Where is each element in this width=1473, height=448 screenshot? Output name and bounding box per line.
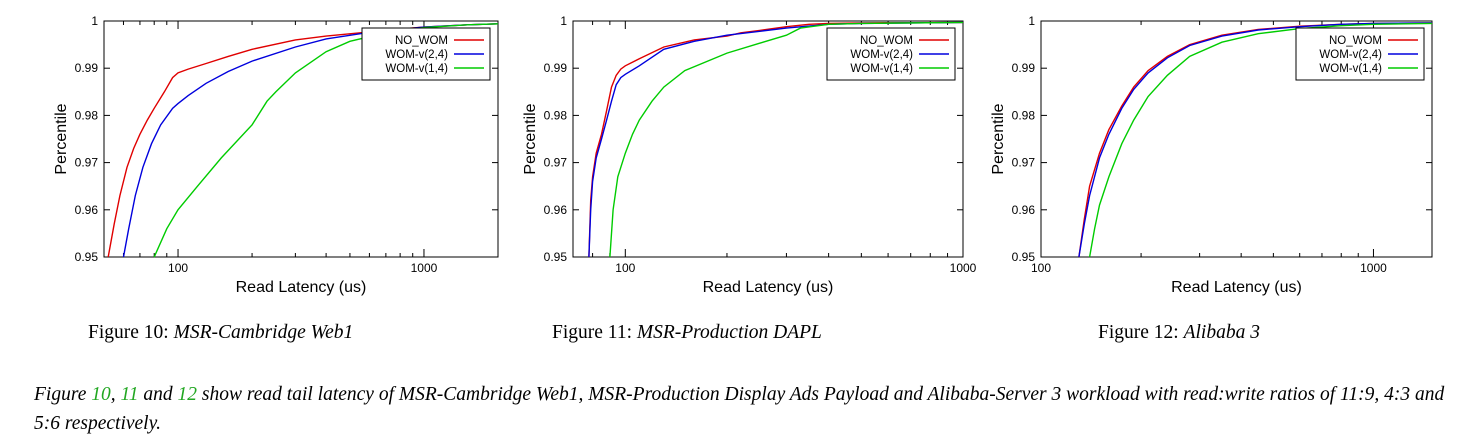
caption-12-prefix: Figure 12: xyxy=(1098,322,1184,343)
series-line-wom-v-1-4- xyxy=(1088,22,1433,258)
caption-10-title: MSR-Cambridge Web1 xyxy=(173,322,354,343)
body-word-figure: Figure xyxy=(34,384,92,405)
x-axis-label: Read Latency (us) xyxy=(703,279,834,296)
series-line-wom-v-2-4- xyxy=(588,21,964,258)
legend-label: WOM-v(1,4) xyxy=(385,63,448,75)
y-axis-label: Percentile xyxy=(53,103,70,174)
x-tick-label: 1000 xyxy=(1360,261,1387,275)
series-line-wom-v-1-4- xyxy=(609,21,964,258)
body-sep-2: and xyxy=(138,384,178,405)
y-tick-label: 1 xyxy=(1028,14,1035,28)
y-tick-label: 0.97 xyxy=(1012,156,1036,170)
y-tick-label: 0.97 xyxy=(75,156,99,170)
caption-figure-11: Figure 11: MSR-Production DAPL xyxy=(552,322,822,344)
legend-label: NO_WOM xyxy=(395,35,448,47)
legend-label: WOM-v(1,4) xyxy=(850,63,913,75)
y-tick-label: 0.95 xyxy=(544,250,568,264)
legend-label: WOM-v(1,4) xyxy=(1319,63,1382,75)
legend-label: WOM-v(2,4) xyxy=(850,49,913,61)
plot-frame xyxy=(103,20,499,258)
y-tick-label: 0.95 xyxy=(1012,250,1036,264)
caption-12-title: Alibaba 3 xyxy=(1183,322,1260,343)
y-tick-label: 0.96 xyxy=(544,203,568,217)
legend-label: NO_WOM xyxy=(860,35,913,47)
plot-frame xyxy=(572,20,964,258)
body-rest: show read tail latency of MSR-Cambridge … xyxy=(34,384,1445,434)
y-tick-label: 1 xyxy=(91,14,98,28)
caption-11-prefix: Figure 11: xyxy=(552,322,637,343)
caption-10-prefix: Figure 10: xyxy=(88,322,174,343)
chart-3: 0.95 0.96 0.97 0.98 0.99 1 100 1000 Read Latency… xyxy=(990,14,1433,296)
legend-label: WOM-v(2,4) xyxy=(1319,49,1382,61)
x-tick-label: 1000 xyxy=(411,261,438,275)
y-tick-label: 0.95 xyxy=(75,250,99,264)
chart-2: 0.95 0.96 0.97 0.98 0.99 1 100 1000 Read Latency… xyxy=(522,14,977,296)
figure-12-link[interactable]: 12 xyxy=(177,384,198,405)
figure-11-link[interactable]: 11 xyxy=(120,384,139,405)
series-line-wom-v-2-4- xyxy=(1078,22,1433,258)
y-tick-label: 0.96 xyxy=(1012,203,1036,217)
figure-charts: 0.95 0.96 0.97 0.98 0.99 1 100 1000 Read Latency… xyxy=(53,14,1433,296)
y-tick-label: 0.98 xyxy=(75,108,99,122)
caption-11-title: MSR-Production DAPL xyxy=(636,322,822,343)
x-axis-label: Read Latency (us) xyxy=(236,279,367,296)
plot-frame xyxy=(1040,20,1433,258)
y-axis-label: Percentile xyxy=(990,103,1007,174)
legend-label: NO_WOM xyxy=(1329,35,1382,47)
x-tick-label: 100 xyxy=(1031,261,1051,275)
y-tick-label: 0.99 xyxy=(75,61,99,75)
figure-10-link[interactable]: 10 xyxy=(91,384,111,405)
legend-label: WOM-v(2,4) xyxy=(385,49,448,61)
y-tick-label: 0.98 xyxy=(544,108,568,122)
y-tick-label: 0.96 xyxy=(75,203,99,217)
caption-figure-12: Figure 12: Alibaba 3 xyxy=(1098,322,1260,344)
y-tick-label: 0.97 xyxy=(544,156,568,170)
x-tick-label: 1000 xyxy=(950,261,977,275)
body-paragraph: Figure 10, 11 and 12 show read tail late… xyxy=(34,380,1466,438)
y-axis-label: Percentile xyxy=(522,103,539,174)
x-tick-label: 100 xyxy=(615,261,635,275)
body-sep-1: , xyxy=(110,384,121,405)
caption-figure-10: Figure 10: MSR-Cambridge Web1 xyxy=(88,322,353,344)
x-tick-label: 100 xyxy=(168,261,188,275)
chart-1: 0.95 0.96 0.97 0.98 0.99 1 100 1000 Read Latency… xyxy=(53,14,499,296)
y-tick-label: 0.98 xyxy=(1012,108,1036,122)
y-tick-label: 0.99 xyxy=(544,61,568,75)
series-line-no-wom xyxy=(588,21,964,258)
y-tick-label: 0.99 xyxy=(1012,61,1036,75)
y-tick-label: 1 xyxy=(560,14,567,28)
x-axis-label: Read Latency (us) xyxy=(1171,279,1302,296)
